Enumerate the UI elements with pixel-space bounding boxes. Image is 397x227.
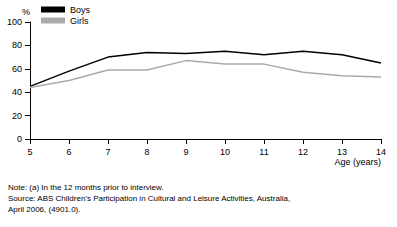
svg-text:6: 6: [66, 147, 71, 157]
svg-text:10: 10: [220, 147, 230, 157]
svg-text:14: 14: [376, 147, 386, 157]
svg-text:Girls: Girls: [70, 16, 89, 26]
svg-text:April 2006, (4901.0).: April 2006, (4901.0).: [8, 205, 81, 214]
svg-text:60: 60: [12, 64, 22, 74]
svg-text:40: 40: [12, 87, 22, 97]
svg-text:Age (years): Age (years): [334, 157, 381, 167]
svg-text:8: 8: [144, 147, 149, 157]
svg-text:%: %: [22, 7, 30, 17]
svg-text:100: 100: [7, 17, 22, 27]
svg-text:Boys: Boys: [70, 5, 91, 15]
svg-text:12: 12: [298, 147, 308, 157]
svg-text:Source: ABS Children's Partici: Source: ABS Children's Participation in …: [8, 194, 290, 203]
svg-text:20: 20: [12, 111, 22, 121]
svg-text:13: 13: [337, 147, 347, 157]
svg-text:0: 0: [17, 134, 22, 144]
svg-text:80: 80: [12, 40, 22, 50]
svg-text:9: 9: [183, 147, 188, 157]
svg-text:11: 11: [259, 147, 268, 157]
svg-text:5: 5: [27, 147, 32, 157]
svg-text:7: 7: [105, 147, 110, 157]
svg-text:Note: (a) In the 12 months pri: Note: (a) In the 12 months prior to inte…: [8, 183, 164, 192]
